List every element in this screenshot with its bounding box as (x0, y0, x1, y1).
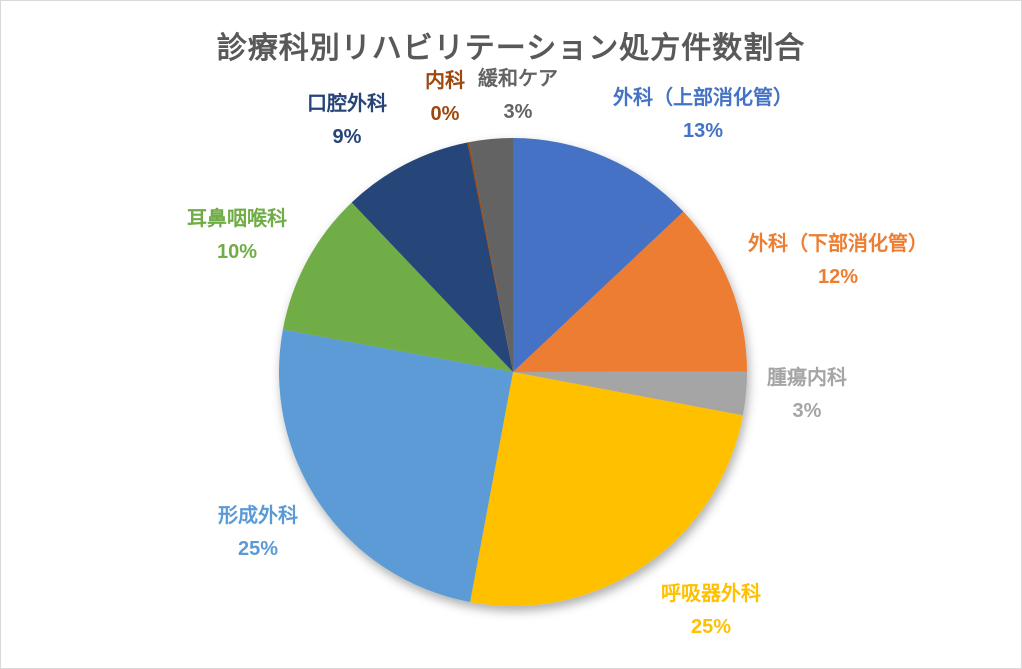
pie-slice-5 (278, 329, 513, 603)
pie-slice-2 (513, 211, 747, 372)
pie-slice-4 (470, 372, 743, 607)
chart-title: 診療科別リハビリテーション処方件数割合 (216, 32, 806, 65)
pie-slice-9 (469, 138, 513, 372)
pie-slice-8 (467, 142, 513, 372)
pie-slice-7 (351, 142, 513, 372)
pie-slice-6 (282, 202, 513, 372)
pie-slice-1 (513, 138, 684, 372)
pie-slices (278, 138, 748, 607)
pie-slice-3 (513, 371, 748, 416)
